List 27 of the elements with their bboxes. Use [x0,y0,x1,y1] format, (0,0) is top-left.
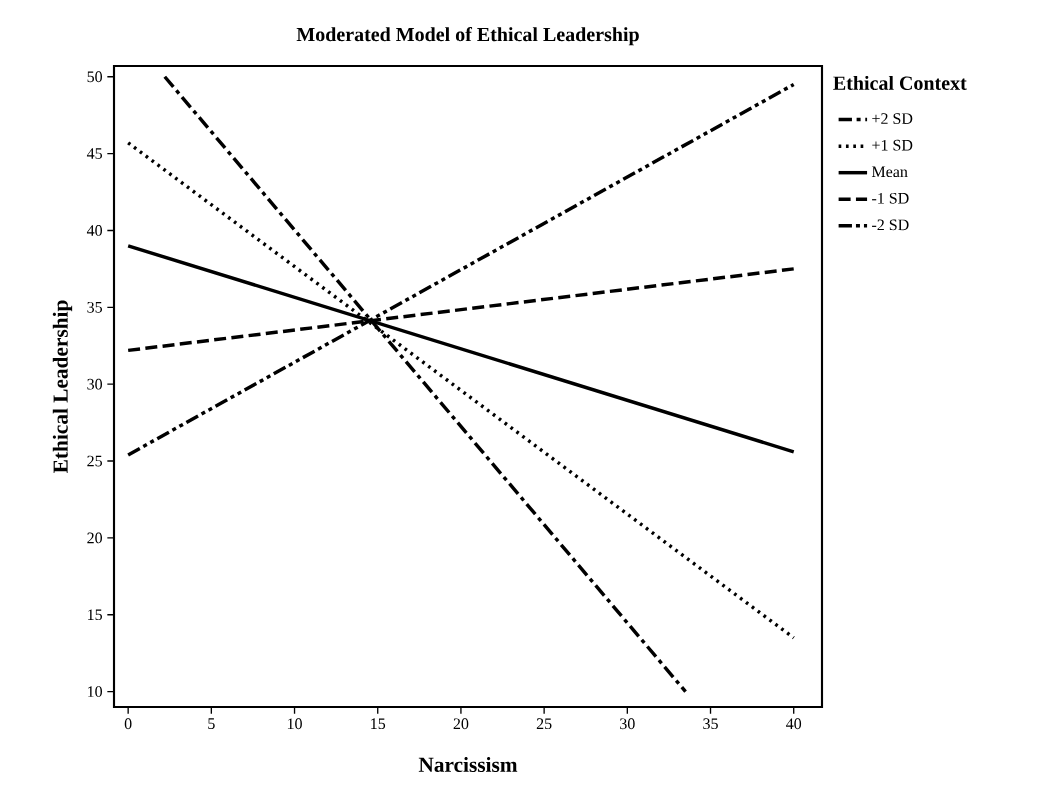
y-tick-label: 50 [87,71,103,83]
y-tick-label: 35 [87,301,103,313]
legend-title: Ethical Context [833,75,967,90]
legend-label: -2 SD [872,219,909,231]
y-tick-label: 45 [86,148,103,159]
y-axis-title: Ethical Leadership [52,300,73,473]
x-tick-label: 30 [620,718,635,730]
legend-label: +2 SD [872,113,913,124]
legend-label: Mean [871,166,908,178]
y-tick-label: 10 [88,686,103,697]
y-tick-label: 40 [86,225,103,236]
y-tick-label: 15 [88,609,103,621]
x-tick-label: 40 [786,718,802,730]
x-tick-label: 15 [371,718,386,730]
legend-label: -1 SD [872,192,909,204]
y-tick-label: 20 [87,532,103,544]
chart-title: Moderated Model of Ethical Leadership [296,26,639,46]
x-tick-label: 25 [536,718,552,730]
y-tick-label: 30 [87,378,103,390]
x-axis-title: Narcissism [418,756,518,772]
x-tick-label: 35 [703,718,718,730]
y-tick-label: 25 [87,455,103,467]
x-tick-label: 20 [453,718,469,730]
x-tick-label: 5 [208,718,215,729]
x-tick-label: 10 [287,718,302,730]
x-tick-label: 0 [124,718,132,730]
legend-label: +1 SD [872,139,913,151]
